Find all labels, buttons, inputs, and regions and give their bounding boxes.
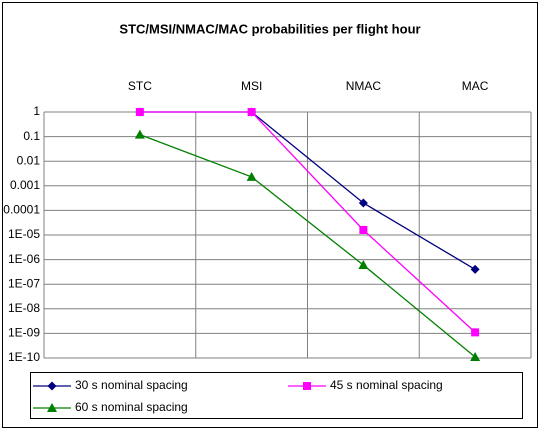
y-tick-label: 1E-10	[8, 350, 40, 364]
legend-label: 60 s nominal spacing	[75, 400, 188, 414]
marker-triangle	[470, 351, 481, 361]
y-tick-label: 0.001	[10, 178, 40, 192]
y-tick-label: 1E-06	[8, 252, 40, 266]
marker-diamond	[470, 264, 480, 274]
y-tick-label: 0.0001	[3, 203, 40, 217]
marker-square	[471, 328, 480, 337]
marker-diamond	[47, 381, 57, 391]
marker-square	[303, 382, 311, 390]
series-line	[139, 134, 476, 358]
y-tick-label: 1E-07	[8, 276, 40, 290]
y-tick-label: 1E-09	[8, 326, 40, 340]
marker-triangle	[246, 171, 257, 181]
chart-title: STC/MSI/NMAC/MAC probabilities per fligh…	[119, 21, 420, 36]
marker-triangle	[47, 403, 57, 412]
x-tick-label: NMAC	[346, 79, 382, 93]
y-tick-label: 0.1	[23, 129, 40, 143]
legend-box	[30, 372, 523, 419]
series-line	[139, 111, 476, 333]
legend-label: 30 s nominal spacing	[75, 378, 188, 392]
x-tick-label: MAC	[462, 79, 489, 93]
marker-square	[135, 108, 144, 116]
marker-square	[359, 225, 368, 234]
y-tick-label: 1E-05	[8, 227, 40, 241]
legend-label: 45 s nominal spacing	[330, 378, 443, 392]
marker-square	[247, 108, 256, 116]
marker-triangle	[358, 260, 369, 270]
marker-triangle	[134, 129, 145, 139]
x-tick-label: STC	[128, 79, 152, 93]
y-tick-label: 1E-08	[8, 301, 40, 315]
y-tick-label: 0.01	[17, 153, 41, 167]
marker-diamond	[358, 198, 368, 208]
x-tick-label: MSI	[241, 79, 262, 93]
y-tick-label: 1	[33, 104, 40, 118]
